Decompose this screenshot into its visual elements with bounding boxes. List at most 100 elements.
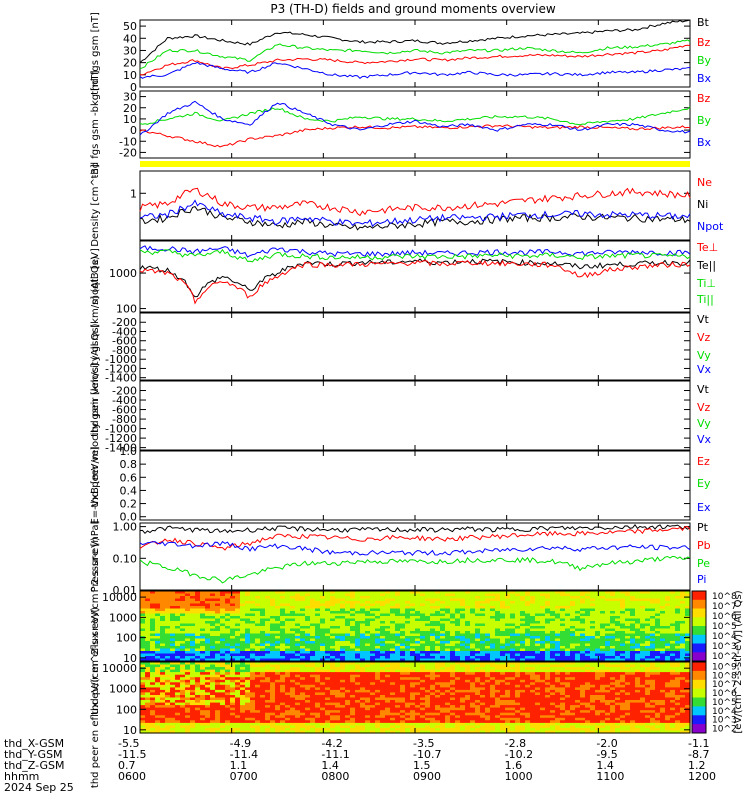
spectrogram-cell [640,692,646,696]
spectrogram-cell [460,658,466,662]
spectrogram-cell [375,651,381,655]
spectrogram-cell [385,700,391,704]
spectrogram-cell [305,658,311,662]
spectrogram-cell [375,653,381,657]
spectrogram-cell [465,643,471,647]
spectrogram-cell [330,631,336,635]
spectrogram-cell [400,662,406,666]
spectrogram-cell [450,672,456,676]
legend-Te||: Te|| [696,259,716,272]
spectrogram-cell [185,628,191,632]
spectrogram-cell [485,643,491,647]
spectrogram-cell [480,613,486,617]
spectrogram-cell [595,667,601,671]
spectrogram-cell [285,653,291,657]
spectrogram-cell [265,695,271,699]
spectrogram-cell [285,687,291,691]
spectrogram-cell [500,672,506,676]
spectrogram-cell [435,648,441,652]
spectrogram-cell [385,689,391,693]
spectrogram-cell [155,656,161,660]
spectrogram-cell [635,628,641,632]
spectrogram-cell [245,603,251,607]
spectrogram-cell [390,603,396,607]
spectrogram-cell [545,651,551,655]
spectrogram-cell [335,651,341,655]
spectrogram-cell [660,687,666,691]
spectrogram-cell [150,656,156,660]
spectrogram-cell [390,628,396,632]
spectrogram-cell [330,677,336,681]
spectrogram-cell [470,636,476,640]
spectrogram-cell [475,669,481,673]
spectrogram-cell [420,672,426,676]
spectrogram-cell [645,697,651,701]
spectrogram-cell [170,648,176,652]
spectrogram-cell [490,656,496,660]
spectrogram-cell [370,679,376,683]
spectrogram-cell [685,606,691,610]
spectrogram-cell [470,674,476,678]
spectrogram-cell [365,628,371,632]
spectrogram-cell [220,613,226,617]
spectrogram-cell [365,593,371,597]
spectrogram-cell [640,656,646,660]
series-line-Pe [139,555,691,584]
spectrogram-cell [645,643,651,647]
spectrogram-cell [660,636,666,640]
spectrogram-cell [665,621,671,625]
spectrogram-cell [225,611,231,615]
spectrogram-cell [450,697,456,701]
spectrogram-cell [315,667,321,671]
spectrogram-cell [140,598,146,602]
spectrogram-cell [365,611,371,615]
spectrogram-cell [335,606,341,610]
spectrogram-cell [340,626,346,630]
spectrogram-cell [260,633,266,637]
spectrogram-cell [560,648,566,652]
spectrogram-cell [675,667,681,671]
spectrogram-cell [365,598,371,602]
spectrogram-cell [195,677,201,681]
spectrogram-cell [555,692,561,696]
spectrogram-cell [340,628,346,632]
spectrogram-cell [330,684,336,688]
spectrogram-cell [420,651,426,655]
spectrogram-cell [205,695,211,699]
spectrogram-cell [540,618,546,622]
spectrogram-cell [145,689,151,693]
spectrogram-cell [285,664,291,668]
spectrogram-cell [435,641,441,645]
spectrogram-cell [210,664,216,668]
spectrogram-cell [405,664,411,668]
spectrogram-cell [155,598,161,602]
spectrogram-cell [485,601,491,605]
spectrogram-cell [665,682,671,686]
spectrogram-cell [210,606,216,610]
spectrogram-cell [475,618,481,622]
spectrogram-cell [355,646,361,650]
spectrogram-cell [250,689,256,693]
spectrogram-cell [470,684,476,688]
spectrogram-cell [210,603,216,607]
spectrogram-cell [625,656,631,660]
spectrogram-cell [680,606,686,610]
spectrogram-cell [350,653,356,657]
spectrogram-cell [505,672,511,676]
spectrogram-cell [275,631,281,635]
spectrogram-cell [320,689,326,693]
spectrogram-cell [460,648,466,652]
legend-Bx: Bx [697,136,712,149]
spectrogram-cell [415,658,421,662]
spectrogram-cell [450,606,456,610]
spectrogram-cell [675,601,681,605]
spectrogram-cell [235,662,241,666]
spectrogram-cell [225,695,231,699]
spectrogram-cell [175,641,181,645]
spectrogram-cell [215,669,221,673]
spectrogram-cell [250,674,256,678]
spectrogram-cell [680,641,686,645]
spectrogram-cell [295,667,301,671]
spectrogram-cell [140,672,146,676]
spectrogram-cell [300,684,306,688]
